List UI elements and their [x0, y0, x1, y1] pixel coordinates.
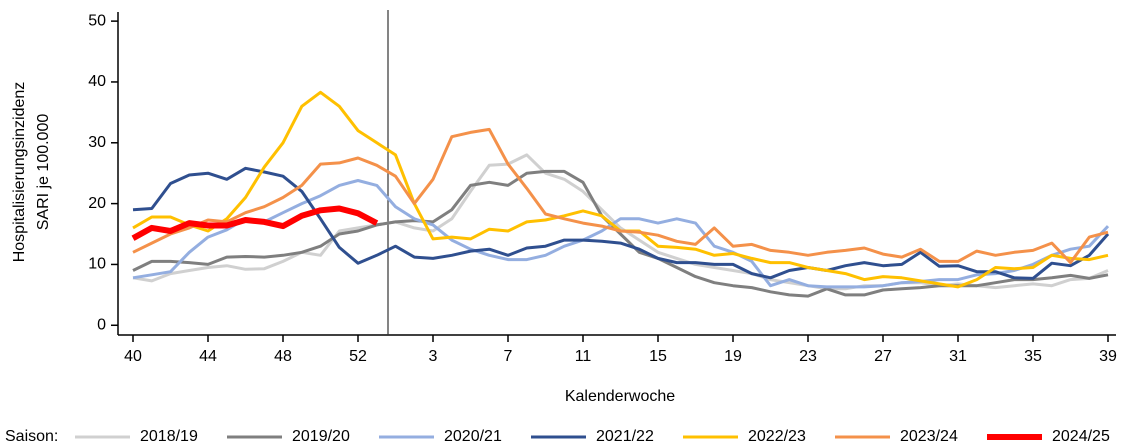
- series-line: [132, 166, 1110, 280]
- y-tick-label: 10: [88, 256, 106, 273]
- legend-label: 2019/20: [292, 428, 350, 445]
- x-tick-label: 52: [349, 348, 367, 365]
- x-tick-label: 19: [724, 348, 742, 365]
- x-tick-label: 48: [274, 348, 292, 365]
- x-tick-label: 7: [504, 348, 513, 365]
- x-tick-label: 27: [874, 348, 892, 365]
- legend-label: 2020/21: [444, 428, 502, 445]
- x-tick-label: 11: [575, 348, 592, 365]
- legend-label: 2023/24: [900, 428, 958, 445]
- x-tick-label: 3: [429, 348, 438, 365]
- legend-label: 2018/19: [140, 428, 198, 445]
- x-tick-label: 35: [1024, 348, 1042, 365]
- legend-label: 2022/23: [748, 428, 806, 445]
- y-tick-label: 30: [88, 134, 106, 151]
- x-tick-label: 15: [649, 348, 667, 365]
- x-tick-label: 40: [124, 348, 142, 365]
- series-line: [132, 127, 1109, 265]
- y-tick-label: 0: [97, 316, 106, 333]
- y-axis-title: SARI je 100.000: [35, 114, 52, 231]
- x-tick-label: 44: [199, 348, 217, 365]
- y-tick-label: 40: [88, 73, 106, 90]
- x-tick-label: 39: [1099, 348, 1117, 365]
- legend-title: Saison:: [5, 428, 58, 445]
- x-tick-label: 31: [949, 348, 967, 365]
- legend-label: 2024/25: [1052, 428, 1110, 445]
- y-tick-label: 50: [88, 12, 106, 29]
- series-line: [131, 205, 379, 241]
- series-line: [132, 179, 1110, 289]
- x-tick-label: 23: [799, 348, 817, 365]
- x-axis-title: Kalenderwoche: [565, 388, 675, 405]
- legend-label: 2021/22: [596, 428, 654, 445]
- y-tick-label: 20: [88, 195, 106, 212]
- y-axis-title: Hospitalisierungsinzidenz: [11, 82, 28, 263]
